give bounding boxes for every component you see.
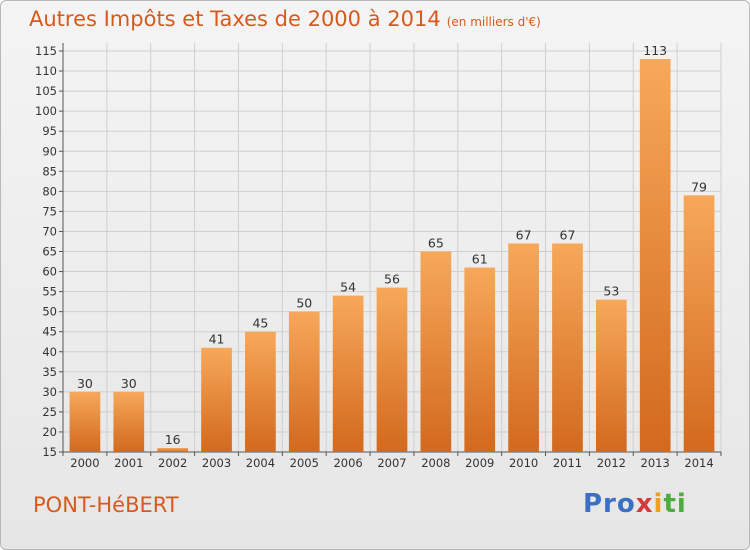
- bar-2007: [376, 287, 408, 452]
- data-label-2013: 113: [643, 43, 667, 58]
- bar-2008: [420, 251, 452, 452]
- y-tick-label: 90: [42, 144, 57, 158]
- bar-2006: [332, 295, 364, 452]
- y-tick-label: 85: [42, 164, 57, 178]
- data-label-2002: 16: [165, 432, 181, 447]
- y-tick-label: 80: [42, 184, 57, 198]
- y-tick-label: 110: [35, 64, 57, 78]
- x-tick-label-2009: 2009: [465, 456, 494, 470]
- data-label-2008: 65: [428, 236, 444, 251]
- y-tick-label: 15: [42, 445, 57, 459]
- x-tick-label-2013: 2013: [641, 456, 670, 470]
- y-tick-label: 45: [42, 325, 57, 339]
- y-tick-label: 40: [42, 345, 57, 359]
- bar-2005: [288, 311, 320, 452]
- y-tick-label: 50: [42, 305, 57, 319]
- y-tick-label: 55: [42, 285, 57, 299]
- data-label-2004: 45: [252, 316, 268, 331]
- bar-2012: [595, 299, 627, 452]
- y-tick-label: 100: [35, 104, 57, 118]
- labels: 15 20 25 30 35 40 45 50 55 60 65 70 75 80 85 90 95 100 105…: [35, 43, 714, 470]
- bar-2014: [683, 195, 715, 453]
- y-tick-label: 95: [42, 124, 57, 138]
- y-tick-label: 115: [35, 44, 57, 58]
- x-tick-label-2000: 2000: [70, 456, 99, 470]
- title-text: Autres Impôts et Taxes de 2000 à 2014: [29, 7, 441, 31]
- data-label-2014: 79: [691, 179, 707, 194]
- y-tick-label: 25: [42, 405, 57, 419]
- title-unit: (en milliers d'€): [446, 15, 541, 29]
- bar-2001: [113, 391, 145, 452]
- x-tick-label-2003: 2003: [202, 456, 231, 470]
- y-tick-label: 105: [35, 84, 57, 98]
- bar-2000: [69, 391, 101, 452]
- y-tick-label: 75: [42, 204, 57, 218]
- data-label-2011: 67: [560, 227, 576, 242]
- x-tick-label-2004: 2004: [246, 456, 275, 470]
- x-tick-label-2014: 2014: [684, 456, 713, 470]
- data-label-2007: 56: [384, 272, 400, 287]
- x-tick-label-2010: 2010: [509, 456, 538, 470]
- proxiti-logo: Proxiti: [583, 489, 687, 519]
- data-label-2005: 50: [296, 296, 312, 311]
- x-tick-label-2008: 2008: [421, 456, 450, 470]
- bar-2011: [552, 243, 583, 452]
- data-label-2003: 41: [209, 332, 225, 347]
- chart-title: Autres Impôts et Taxes de 2000 à 2014 (en…: [29, 7, 541, 31]
- bar-2010: [508, 243, 539, 452]
- data-label-2000: 30: [77, 376, 93, 391]
- y-tick-label: 60: [42, 265, 57, 279]
- x-tick-label-2005: 2005: [290, 456, 319, 470]
- x-tick-label-2001: 2001: [114, 456, 143, 470]
- y-tick-label: 65: [42, 245, 57, 259]
- bar-2002: [157, 447, 189, 452]
- x-tick-label-2011: 2011: [553, 456, 582, 470]
- x-tick-label-2007: 2007: [377, 456, 406, 470]
- data-label-2001: 30: [121, 376, 137, 391]
- place-name: PONT-HéBERT: [33, 493, 179, 517]
- y-tick-label: 70: [42, 224, 57, 238]
- data-label-2006: 54: [340, 280, 356, 295]
- y-tick-label: 20: [42, 425, 57, 439]
- bar-2003: [201, 347, 232, 452]
- data-label-2009: 61: [472, 252, 488, 267]
- data-label-2010: 67: [516, 227, 532, 242]
- bar-2009: [464, 267, 496, 452]
- x-tick-label-2006: 2006: [333, 456, 362, 470]
- bar-2004: [245, 331, 276, 452]
- y-tick-label: 35: [42, 365, 57, 379]
- bar-2013: [639, 59, 671, 453]
- data-label-2012: 53: [603, 284, 619, 299]
- y-tick-label: 30: [42, 385, 57, 399]
- bars: [69, 59, 715, 453]
- x-tick-label-2012: 2012: [597, 456, 626, 470]
- x-tick-label-2002: 2002: [158, 456, 187, 470]
